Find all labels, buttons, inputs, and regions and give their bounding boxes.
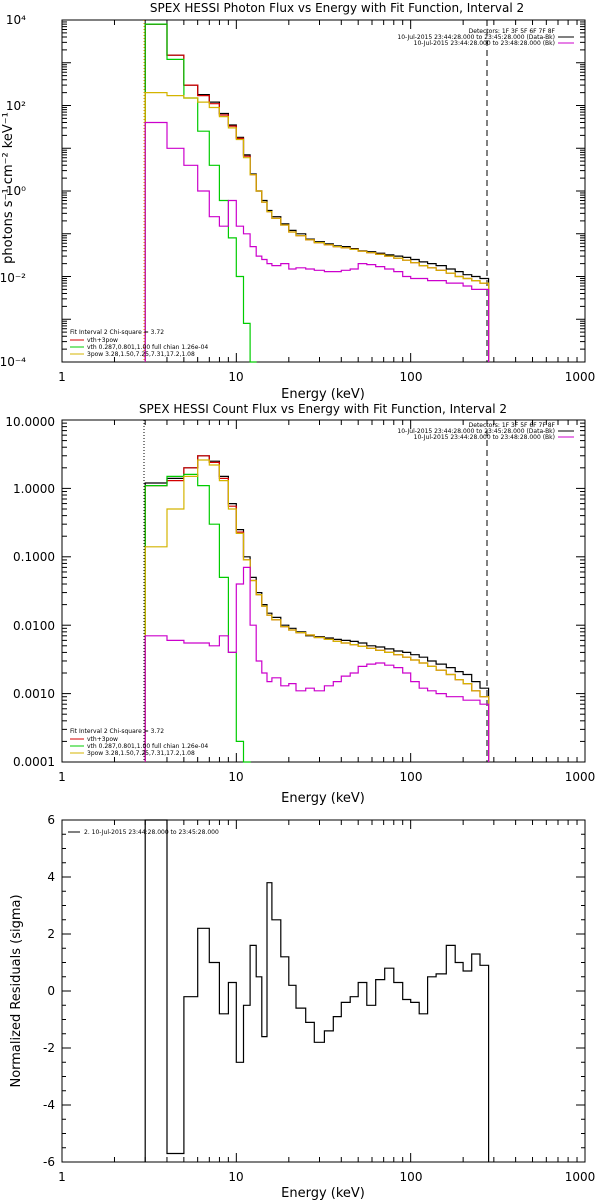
series-line — [144, 459, 490, 762]
legend-label: 2. 10-Jul-2015 23:44:28.000 to 23:45:28.… — [84, 829, 219, 836]
series-line — [144, 473, 251, 763]
legend-fit-3pow: 3pow 3.28,1.50,7.25,7.31,17.2,1.08 — [87, 750, 195, 757]
y-tick-label: 10⁻² — [0, 271, 26, 285]
y-axis-label: photons s⁻¹ cm⁻² keV⁻¹ — [1, 112, 16, 264]
x-axis-label: Energy (keV) — [281, 1186, 365, 1200]
x-tick-label: 100 — [400, 770, 423, 784]
panel-count-flux: SPEX HESSI Count Flux vs Energy with Fit… — [5, 402, 595, 806]
series-line — [144, 819, 490, 1162]
chart-title: SPEX HESSI Photon Flux vs Energy with Fi… — [150, 1, 524, 15]
legend-fit-3pow: 3pow 3.28,1.50,7.25,7.31,17.2,1.08 — [87, 351, 195, 358]
series-line — [144, 23, 490, 362]
x-tick-labels: 1 10 100 1000 — [58, 370, 595, 384]
legend-fit-chisq: Fit Interval 2 Chi-square = 3.72 — [70, 728, 164, 735]
series-group — [144, 455, 490, 763]
x-tick-label: 1 — [58, 770, 66, 784]
legend: 2. 10-Jul-2015 23:44:28.000 to 23:45:28.… — [68, 829, 219, 836]
x-tick-label: 100 — [400, 1170, 423, 1184]
series-line — [144, 23, 257, 363]
series-line — [144, 566, 490, 762]
y-tick-label: 10⁰ — [6, 184, 26, 198]
y-tick-label: 10² — [6, 99, 26, 113]
series-group — [144, 23, 490, 363]
y-tick-label: 0.0100 — [13, 619, 55, 633]
y-tick-label: -2 — [43, 1041, 55, 1055]
series-line — [144, 23, 490, 362]
y-tick-labels: 0.0001 0.0010 0.0100 0.1000 1.0000 10.00… — [5, 415, 55, 769]
y-tick-label: 1.0000 — [13, 482, 55, 496]
legend-fit-total: vth+3pow — [87, 736, 118, 743]
y-tick-labels: 10⁻⁴ 10⁻² 10⁰ 10² 10⁴ — [0, 13, 26, 369]
x-tick-label: 100 — [400, 370, 423, 384]
x-tick-label: 1000 — [565, 770, 596, 784]
legend-fit: Fit Interval 2 Chi-square = 3.72 vth+3po… — [70, 728, 208, 757]
y-tick-label: 0.0001 — [13, 755, 55, 769]
plot-frame — [61, 819, 586, 1163]
series-group — [144, 819, 490, 1162]
legend-bk-interval: 10-Jul-2015 23:44:28.000 to 23:48:28.000… — [414, 434, 555, 441]
series-line — [144, 92, 490, 362]
y-tick-label: 10⁻⁴ — [0, 355, 26, 369]
y-tick-label: 10.0000 — [5, 415, 55, 429]
y-axis-label: Normalized Residuals (sigma) — [9, 894, 24, 1087]
tick-marks — [61, 19, 586, 363]
series-line — [144, 455, 490, 762]
x-tick-label: 1 — [58, 1170, 66, 1184]
x-axis-label: Energy (keV) — [281, 791, 365, 806]
x-tick-labels: 1 10 100 1000 — [58, 770, 595, 784]
y-tick-label: 4 — [47, 870, 55, 884]
y-tick-label: 0 — [47, 984, 55, 998]
plot-frame — [61, 19, 586, 363]
tick-marks — [61, 419, 586, 763]
y-tick-label: 2 — [47, 927, 55, 941]
x-axis-label: Energy (keV) — [281, 387, 365, 402]
x-tick-label: 10 — [228, 1170, 243, 1184]
x-tick-label: 1 — [58, 370, 66, 384]
legend-fit-vth: vth 0.287,0.801,1.00 full chian 1.26e-04 — [87, 743, 208, 750]
legend-fit-total: vth+3pow — [87, 337, 118, 344]
legend-fit-chisq: Fit Interval 2 Chi-square = 3.72 — [70, 329, 164, 336]
y-tick-label: 0.1000 — [13, 550, 55, 564]
series-line — [144, 121, 490, 362]
series-line — [144, 455, 490, 762]
x-tick-label: 10 — [228, 370, 243, 384]
y-tick-labels: -6 -4 -2 0 2 4 6 — [43, 813, 55, 1169]
y-tick-label: 10⁴ — [6, 13, 26, 27]
x-tick-label: 10 — [228, 770, 243, 784]
legend-top: Detectors: 1F 3F 5F 6F 7F 8F 10-Jul-2015… — [397, 422, 574, 441]
chart-title: SPEX HESSI Count Flux vs Energy with Fit… — [139, 402, 507, 416]
x-tick-label: 1000 — [565, 1170, 596, 1184]
legend-data-interval: 10-Jul-2015 23:44:28.000 to 23:45:28.000… — [397, 34, 555, 41]
x-tick-labels: 1 10 100 1000 — [58, 1170, 595, 1184]
panel-photon-flux: SPEX HESSI Photon Flux vs Energy with Fi… — [0, 1, 595, 402]
legend-data-interval: 10-Jul-2015 23:44:28.000 to 23:45:28.000… — [397, 428, 555, 435]
y-tick-label: 0.0010 — [13, 687, 55, 701]
legend-top: Detectors: 1F 3F 5F 6F 7F 8F 10-Jul-2015… — [397, 28, 574, 47]
legend-detectors: Detectors: 1F 3F 5F 6F 7F 8F — [469, 422, 556, 429]
legend-fit-vth: vth 0.287,0.801,1.00 full chian 1.26e-04 — [87, 344, 208, 351]
tick-marks — [61, 819, 586, 1163]
x-tick-label: 1000 — [565, 370, 596, 384]
y-tick-label: -6 — [43, 1155, 55, 1169]
legend-fit: Fit Interval 2 Chi-square = 3.72 vth+3po… — [70, 329, 208, 358]
panel-residuals: 1 10 100 1000 -6 -4 -2 0 2 4 6 Energy (k… — [9, 813, 595, 1200]
legend-bk-interval: 10-Jul-2015 23:44:28.000 to 23:48:28.000… — [414, 40, 555, 47]
y-tick-label: 6 — [47, 813, 55, 827]
y-tick-label: -4 — [43, 1098, 55, 1112]
legend-detectors: Detectors: 1F 3F 5F 6F 7F 8F — [469, 28, 556, 35]
plot-frame — [61, 419, 586, 763]
